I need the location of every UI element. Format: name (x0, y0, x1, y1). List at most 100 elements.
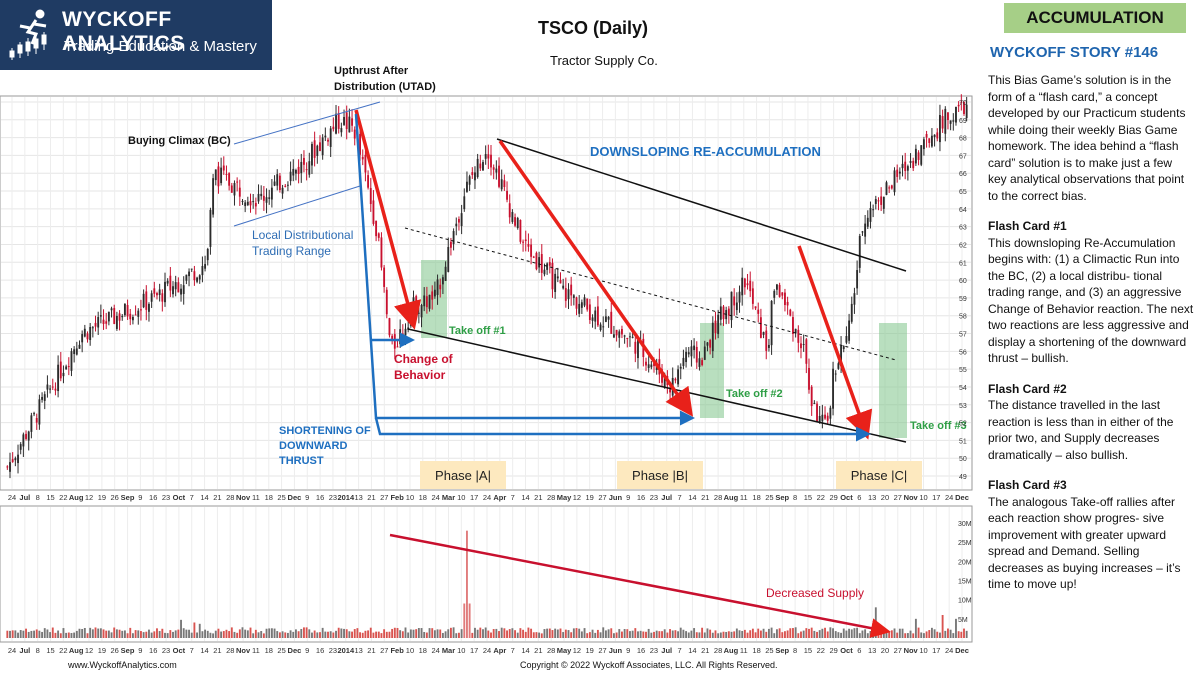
volume-bar (169, 630, 172, 638)
candle-body (623, 335, 626, 337)
candle-body (770, 300, 773, 346)
volume-bar (653, 631, 655, 638)
price-tick-label: 69 (959, 118, 967, 125)
volume-bar (580, 631, 583, 638)
volume-bar (922, 633, 925, 638)
candle-body (83, 328, 86, 337)
candle-body (482, 162, 484, 171)
candle-body (94, 322, 97, 327)
candle-body (35, 418, 38, 423)
date-tick-label: Sep (121, 493, 135, 502)
candle-body (19, 444, 22, 450)
volume-bar (575, 628, 578, 638)
volume-bar (289, 630, 292, 638)
date-tick-label: 9 (626, 646, 630, 655)
date-tick-label: 15 (46, 493, 54, 502)
candle-body (572, 295, 575, 298)
volume-bar (214, 630, 217, 638)
story-panel (976, 0, 1200, 678)
candle-body (965, 104, 968, 119)
volume-bar (797, 633, 800, 638)
volume-bar (46, 629, 49, 638)
volume-bar (685, 631, 688, 638)
candle-body (650, 364, 653, 368)
volume-bar (930, 627, 933, 638)
candle-body (695, 346, 698, 363)
volume-bar (345, 629, 348, 638)
volume-bar (244, 629, 247, 638)
candle-body (896, 169, 899, 177)
volume-bar (572, 628, 575, 638)
candle-body (252, 201, 255, 203)
volume-bar (717, 633, 720, 638)
date-tick-label: 7 (511, 493, 515, 502)
candle-body (458, 219, 460, 223)
volume-panel-border (0, 505, 973, 643)
volume-bar (327, 631, 329, 638)
candle-body (893, 170, 896, 193)
volume-bar (746, 632, 749, 638)
volume-bar (730, 631, 733, 638)
candle-body (631, 336, 634, 338)
candle-body (586, 298, 589, 310)
volume-bar (324, 631, 327, 638)
volume-bar (337, 627, 340, 638)
candle-body (711, 322, 714, 352)
takeoff-2-label: Take off #2 (726, 388, 783, 400)
volume-bar (498, 631, 500, 638)
date-tick-label: 2014 (337, 646, 355, 655)
candle-body (906, 166, 909, 171)
date-tick-label: 23 (329, 493, 337, 502)
candle-body (452, 231, 455, 245)
candle-body (260, 193, 263, 197)
candle-body (161, 293, 164, 302)
volume-bar (776, 629, 778, 638)
volume-bar (482, 629, 484, 638)
volume-bar (890, 630, 893, 638)
volume-bar (880, 631, 883, 638)
volume-bar (401, 631, 404, 638)
volume-bar (140, 631, 142, 638)
volume-bar (425, 632, 428, 638)
volume-bar (578, 628, 581, 638)
volume-bar (658, 631, 661, 638)
candle-body (767, 344, 770, 348)
volume-bar (75, 630, 78, 638)
candle-body (185, 274, 188, 281)
candle-body (415, 296, 418, 316)
date-tick-label: 22 (817, 493, 825, 502)
volume-bar (735, 628, 738, 638)
date-tick-label: Dec (288, 493, 302, 502)
ldtr-label-2: Trading Range (252, 244, 331, 258)
candle-body (110, 308, 113, 311)
candle-body (324, 135, 327, 138)
candle-body (297, 166, 300, 175)
candle-body (337, 112, 340, 129)
volume-bar (864, 629, 867, 638)
volume-bar (789, 628, 792, 638)
candle-body (596, 306, 599, 326)
date-tick-label: Nov (904, 493, 919, 502)
date-tick-label: 21 (367, 493, 375, 502)
date-tick-label: 15 (804, 646, 812, 655)
volume-bar (148, 629, 150, 638)
candle-body (917, 152, 920, 160)
volume-bar (548, 628, 551, 638)
volume-bar (276, 631, 279, 638)
price-tick-label: 63 (959, 225, 967, 232)
date-tick-label: May (557, 646, 572, 655)
candle-body (230, 185, 233, 193)
volume-bar (612, 633, 615, 638)
volume-bar (393, 627, 396, 638)
candle-body (562, 285, 565, 289)
candle-body (284, 185, 287, 187)
volume-axis: 5M 10M 15M 20M 25M 30M (958, 521, 972, 624)
volume-bar (268, 628, 271, 638)
candle-body (249, 201, 252, 206)
volume-bar (762, 628, 765, 638)
candle-body (190, 268, 193, 270)
date-tick-label: 16 (149, 646, 157, 655)
volume-bar (420, 628, 423, 638)
candle-body (121, 315, 124, 318)
volume-bar (262, 633, 265, 638)
